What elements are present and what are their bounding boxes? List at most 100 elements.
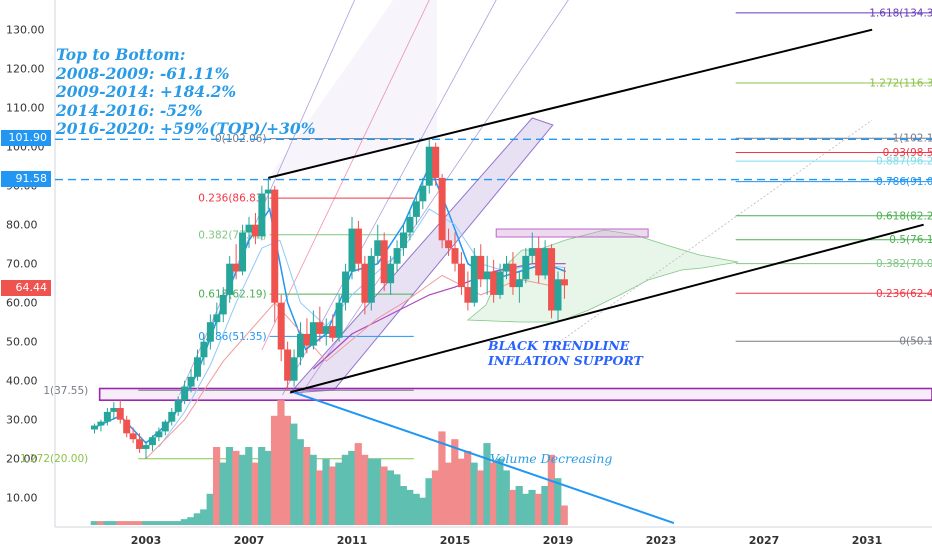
candle-body xyxy=(503,263,510,272)
candle-body xyxy=(425,146,433,186)
candle-body xyxy=(181,386,189,401)
volume-bar xyxy=(502,470,510,525)
fib-right-label: 0.618(82.29) xyxy=(876,210,932,222)
candle-body xyxy=(406,216,414,233)
volume-bar xyxy=(528,489,536,525)
candle-body xyxy=(387,263,395,284)
volume-bar xyxy=(547,454,555,525)
fib-left-label: 1(37.55) xyxy=(43,385,88,397)
fib-channel-line xyxy=(261,0,430,351)
candle-body xyxy=(142,445,150,449)
y-tick-label: 60.00 xyxy=(6,297,38,310)
candle-body xyxy=(226,263,234,295)
candle-body xyxy=(116,408,124,420)
candle-body xyxy=(451,248,459,264)
y-tick-label: 30.00 xyxy=(6,414,38,427)
volume-bar xyxy=(206,493,214,525)
volume-bar xyxy=(200,509,208,525)
y-tick-label: 80.00 xyxy=(6,219,38,232)
trendline-volume-trend xyxy=(293,391,675,524)
volume-bar xyxy=(155,521,163,525)
black-trendline-annotation: BLACK TRENDLINE INFLATION SUPPORT xyxy=(488,338,643,368)
x-tick-label: 2007 xyxy=(234,534,265,547)
volume-bar xyxy=(309,454,317,525)
x-tick-label: 2019 xyxy=(543,534,574,547)
candle-body xyxy=(245,224,253,233)
volume-bar xyxy=(367,458,375,525)
candle-body xyxy=(374,240,382,256)
volume-bar xyxy=(451,439,459,525)
volume-bar xyxy=(167,521,176,525)
candle-body xyxy=(155,431,163,438)
volume-bar xyxy=(316,470,324,525)
candle-body xyxy=(103,411,111,422)
volume-bar xyxy=(464,450,472,525)
candle-body xyxy=(219,294,227,315)
fib-right-label: 0.93(98.52) xyxy=(883,147,932,159)
volume-bar xyxy=(219,462,227,525)
volume-bar xyxy=(283,415,292,525)
volume-bar xyxy=(148,521,156,525)
fib-right-label: 0.382(70.01) xyxy=(876,258,932,270)
pitchfork-fill xyxy=(268,0,437,178)
volume-bar xyxy=(515,486,523,525)
volume-bar xyxy=(406,489,414,525)
candle-body xyxy=(342,271,350,303)
y-tick-label: 70.00 xyxy=(6,258,38,271)
volume-bar xyxy=(399,486,407,525)
candle-body xyxy=(136,439,144,449)
volume-bar xyxy=(554,478,562,525)
volume-bar xyxy=(393,474,401,525)
annotation-line: Top to Bottom: xyxy=(56,45,186,64)
fib-left-label: 0.236(86.83) xyxy=(198,193,266,205)
candle-body xyxy=(438,177,446,241)
candle-body xyxy=(316,322,324,334)
candle-body xyxy=(290,357,298,381)
volume-bar xyxy=(103,521,111,525)
candle-body xyxy=(168,411,176,422)
candle-body xyxy=(303,333,311,346)
volume-bar xyxy=(129,521,137,525)
candle-body xyxy=(477,255,485,280)
volume-bar xyxy=(193,513,201,525)
volume-bar xyxy=(245,447,253,525)
annotation-line: Volume Decreasing xyxy=(490,451,613,466)
fib-right-label: 0.5(76.15) xyxy=(889,234,932,246)
volume-bar xyxy=(380,466,388,525)
candle-body xyxy=(194,357,201,377)
volume-bar xyxy=(341,454,349,525)
candle-body xyxy=(470,255,478,303)
volume-bar xyxy=(180,519,189,525)
volume-bar xyxy=(322,458,330,525)
volume-bar xyxy=(431,470,440,525)
candle-body xyxy=(91,425,98,430)
volume-bar xyxy=(509,489,517,525)
volume-bar xyxy=(457,458,465,525)
purple-channel xyxy=(289,117,554,394)
volume-annotation: Volume Decreasing xyxy=(490,451,612,466)
volume-bar xyxy=(444,462,452,525)
annotation-line: INFLATION SUPPORT xyxy=(488,353,643,368)
volume-bar xyxy=(470,462,478,525)
volume-bar xyxy=(560,505,568,525)
candle-body xyxy=(206,322,214,342)
y-tick-label: 50.00 xyxy=(6,336,38,349)
volume-bar xyxy=(425,478,433,525)
fib-right-label: 0.236(62.41) xyxy=(876,288,932,300)
volume-bar xyxy=(496,458,504,525)
candle-body xyxy=(445,240,453,249)
candle-body xyxy=(239,232,247,272)
candle-body xyxy=(251,224,259,237)
price-tag-current: 64.44 xyxy=(1,280,51,296)
volume-bar xyxy=(258,447,266,525)
x-tick-label: 2023 xyxy=(646,534,677,547)
candle-body xyxy=(322,326,330,334)
candle-body xyxy=(496,271,504,295)
candle-body xyxy=(509,263,517,288)
volume-bar xyxy=(251,462,259,525)
candle-body xyxy=(329,326,337,338)
candle-body xyxy=(187,376,195,387)
volume-bar xyxy=(489,462,498,525)
price-tag-101: 101.90 xyxy=(1,130,51,146)
